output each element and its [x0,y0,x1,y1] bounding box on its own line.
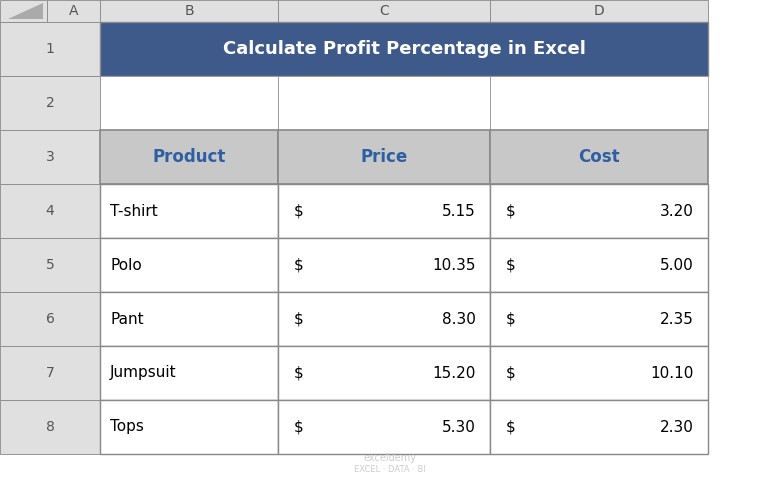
Bar [0,0,47,22]
Text: 2: 2 [45,96,55,110]
Bar [278,238,490,292]
Text: C: C [379,4,389,18]
Bar [100,22,708,76]
Text: 10.35: 10.35 [432,258,476,272]
Text: 1: 1 [45,42,55,56]
Text: $: $ [294,311,304,326]
Bar [278,346,490,400]
Text: 15.20: 15.20 [432,366,476,381]
Text: 2.30: 2.30 [660,420,694,434]
Text: 5: 5 [45,258,55,272]
Bar [100,76,278,130]
Bar [490,0,708,22]
Bar [490,238,708,292]
Text: EXCEL · DATA · BI: EXCEL · DATA · BI [354,465,426,473]
Bar [100,292,278,346]
Bar [0,400,100,454]
Text: 8: 8 [45,420,55,434]
Text: 8.30: 8.30 [442,311,476,326]
Text: T-shirt: T-shirt [110,203,157,219]
Text: Tops: Tops [110,420,144,434]
Text: D: D [594,4,604,18]
Text: $: $ [294,366,304,381]
Text: 4: 4 [45,204,55,218]
Text: Price: Price [360,148,408,166]
Text: Calculate Profit Percentage in Excel: Calculate Profit Percentage in Excel [223,40,585,58]
Text: $: $ [506,366,516,381]
Bar [490,400,708,454]
Text: B: B [184,4,194,18]
Bar [0,130,100,184]
Bar [278,0,490,22]
Text: $: $ [506,258,516,272]
Bar [490,292,708,346]
Text: Polo: Polo [110,258,142,272]
Text: Product: Product [152,148,226,166]
Bar [100,400,278,454]
Bar [278,400,490,454]
Text: 3.20: 3.20 [660,203,694,219]
Bar [100,346,278,400]
Text: 10.10: 10.10 [650,366,694,381]
Text: $: $ [506,311,516,326]
Text: Pant: Pant [110,311,144,326]
Bar [490,76,708,130]
Text: 5.00: 5.00 [660,258,694,272]
Bar [278,292,490,346]
Bar [278,130,490,184]
Text: 2.35: 2.35 [660,311,694,326]
Bar [278,76,490,130]
Text: A: A [69,4,78,18]
Bar [100,130,278,184]
Text: $: $ [294,420,304,434]
Bar [490,346,708,400]
Bar [0,346,100,400]
Text: $: $ [294,258,304,272]
Text: $: $ [506,203,516,219]
Text: Cost: Cost [578,148,620,166]
Bar [0,292,100,346]
Bar [0,76,100,130]
Text: $: $ [506,420,516,434]
Bar [100,238,278,292]
Bar [0,238,100,292]
Text: Jumpsuit: Jumpsuit [110,366,177,381]
Text: $: $ [294,203,304,219]
Bar [278,184,490,238]
Text: 6: 6 [45,312,55,326]
Bar [0,22,100,76]
Bar [100,0,278,22]
Polygon shape [8,3,43,19]
Text: 5.30: 5.30 [442,420,476,434]
Bar [490,184,708,238]
Bar [100,184,278,238]
Text: 3: 3 [45,150,55,164]
Text: 5.15: 5.15 [442,203,476,219]
Text: 7: 7 [45,366,55,380]
Text: exceldemy: exceldemy [363,453,416,463]
Bar [47,0,100,22]
Bar [0,184,100,238]
Bar [490,130,708,184]
